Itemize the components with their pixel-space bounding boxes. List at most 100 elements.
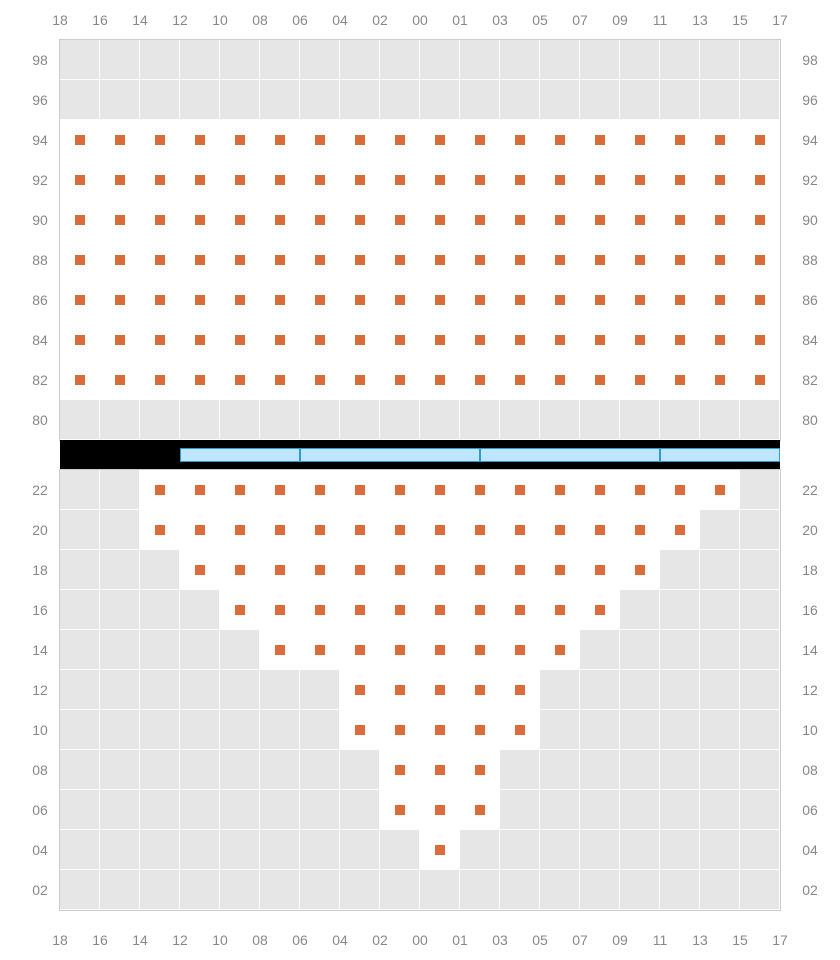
seat-cell[interactable]	[380, 710, 420, 750]
seat-cell[interactable]	[540, 470, 580, 510]
seat-cell[interactable]	[580, 120, 620, 160]
seat-cell[interactable]	[580, 510, 620, 550]
seat-cell[interactable]	[380, 200, 420, 240]
seat-cell[interactable]	[660, 200, 700, 240]
seat-cell[interactable]	[620, 550, 660, 590]
seat-cell[interactable]	[500, 670, 540, 710]
seat-cell[interactable]	[180, 550, 220, 590]
seat-cell[interactable]	[500, 320, 540, 360]
seat-cell[interactable]	[540, 280, 580, 320]
seat-cell[interactable]	[220, 510, 260, 550]
seat-cell[interactable]	[300, 240, 340, 280]
seat-cell[interactable]	[340, 280, 380, 320]
seat-cell[interactable]	[380, 750, 420, 790]
seat-cell[interactable]	[300, 320, 340, 360]
seat-cell[interactable]	[420, 630, 460, 670]
seat-cell[interactable]	[100, 120, 140, 160]
seat-cell[interactable]	[660, 160, 700, 200]
seat-cell[interactable]	[420, 470, 460, 510]
seat-cell[interactable]	[700, 360, 740, 400]
seat-cell[interactable]	[260, 470, 300, 510]
seat-cell[interactable]	[380, 510, 420, 550]
seat-cell[interactable]	[580, 590, 620, 630]
seat-cell[interactable]	[500, 470, 540, 510]
seat-cell[interactable]	[500, 710, 540, 750]
seat-cell[interactable]	[340, 240, 380, 280]
seat-cell[interactable]	[340, 360, 380, 400]
seat-cell[interactable]	[420, 320, 460, 360]
seat-cell[interactable]	[500, 280, 540, 320]
seat-cell[interactable]	[420, 790, 460, 830]
seat-cell[interactable]	[580, 280, 620, 320]
seat-cell[interactable]	[220, 240, 260, 280]
seat-cell[interactable]	[220, 550, 260, 590]
seat-cell[interactable]	[180, 280, 220, 320]
seat-cell[interactable]	[460, 470, 500, 510]
seat-cell[interactable]	[580, 470, 620, 510]
seat-cell[interactable]	[460, 240, 500, 280]
seat-cell[interactable]	[140, 360, 180, 400]
seat-cell[interactable]	[620, 320, 660, 360]
seat-cell[interactable]	[220, 200, 260, 240]
seat-cell[interactable]	[380, 280, 420, 320]
seat-cell[interactable]	[540, 160, 580, 200]
seat-cell[interactable]	[260, 200, 300, 240]
seat-cell[interactable]	[60, 120, 100, 160]
seat-cell[interactable]	[60, 160, 100, 200]
seat-cell[interactable]	[460, 670, 500, 710]
seat-cell[interactable]	[300, 160, 340, 200]
seat-cell[interactable]	[140, 120, 180, 160]
seat-cell[interactable]	[380, 160, 420, 200]
seat-cell[interactable]	[420, 510, 460, 550]
seat-cell[interactable]	[260, 510, 300, 550]
seat-cell[interactable]	[660, 240, 700, 280]
seat-cell[interactable]	[420, 160, 460, 200]
seat-cell[interactable]	[580, 360, 620, 400]
seat-cell[interactable]	[340, 670, 380, 710]
seat-cell[interactable]	[300, 590, 340, 630]
seat-cell[interactable]	[260, 550, 300, 590]
seat-cell[interactable]	[620, 360, 660, 400]
seat-cell[interactable]	[420, 120, 460, 160]
seat-cell[interactable]	[580, 160, 620, 200]
seat-cell[interactable]	[300, 360, 340, 400]
seat-cell[interactable]	[420, 710, 460, 750]
seat-cell[interactable]	[700, 200, 740, 240]
seat-cell[interactable]	[460, 550, 500, 590]
seat-cell[interactable]	[380, 360, 420, 400]
seat-cell[interactable]	[340, 470, 380, 510]
seat-cell[interactable]	[340, 630, 380, 670]
seat-cell[interactable]	[460, 160, 500, 200]
seat-cell[interactable]	[220, 320, 260, 360]
seat-cell[interactable]	[100, 320, 140, 360]
seat-cell[interactable]	[540, 550, 580, 590]
seat-cell[interactable]	[380, 470, 420, 510]
seat-cell[interactable]	[60, 320, 100, 360]
seat-cell[interactable]	[620, 280, 660, 320]
seat-cell[interactable]	[220, 280, 260, 320]
seat-cell[interactable]	[140, 160, 180, 200]
seat-cell[interactable]	[140, 280, 180, 320]
seat-cell[interactable]	[460, 750, 500, 790]
seat-cell[interactable]	[700, 240, 740, 280]
seat-cell[interactable]	[60, 360, 100, 400]
seat-cell[interactable]	[740, 160, 780, 200]
seat-cell[interactable]	[460, 710, 500, 750]
seat-cell[interactable]	[460, 590, 500, 630]
seat-cell[interactable]	[260, 590, 300, 630]
seat-cell[interactable]	[340, 160, 380, 200]
seat-cell[interactable]	[180, 240, 220, 280]
seat-cell[interactable]	[620, 510, 660, 550]
seat-cell[interactable]	[220, 120, 260, 160]
seat-cell[interactable]	[300, 120, 340, 160]
seat-cell[interactable]	[660, 320, 700, 360]
seat-cell[interactable]	[540, 360, 580, 400]
seat-cell[interactable]	[740, 360, 780, 400]
seat-cell[interactable]	[540, 120, 580, 160]
seat-cell[interactable]	[580, 240, 620, 280]
seat-cell[interactable]	[620, 470, 660, 510]
seat-cell[interactable]	[260, 240, 300, 280]
seat-cell[interactable]	[580, 550, 620, 590]
seat-cell[interactable]	[660, 120, 700, 160]
seat-cell[interactable]	[740, 120, 780, 160]
